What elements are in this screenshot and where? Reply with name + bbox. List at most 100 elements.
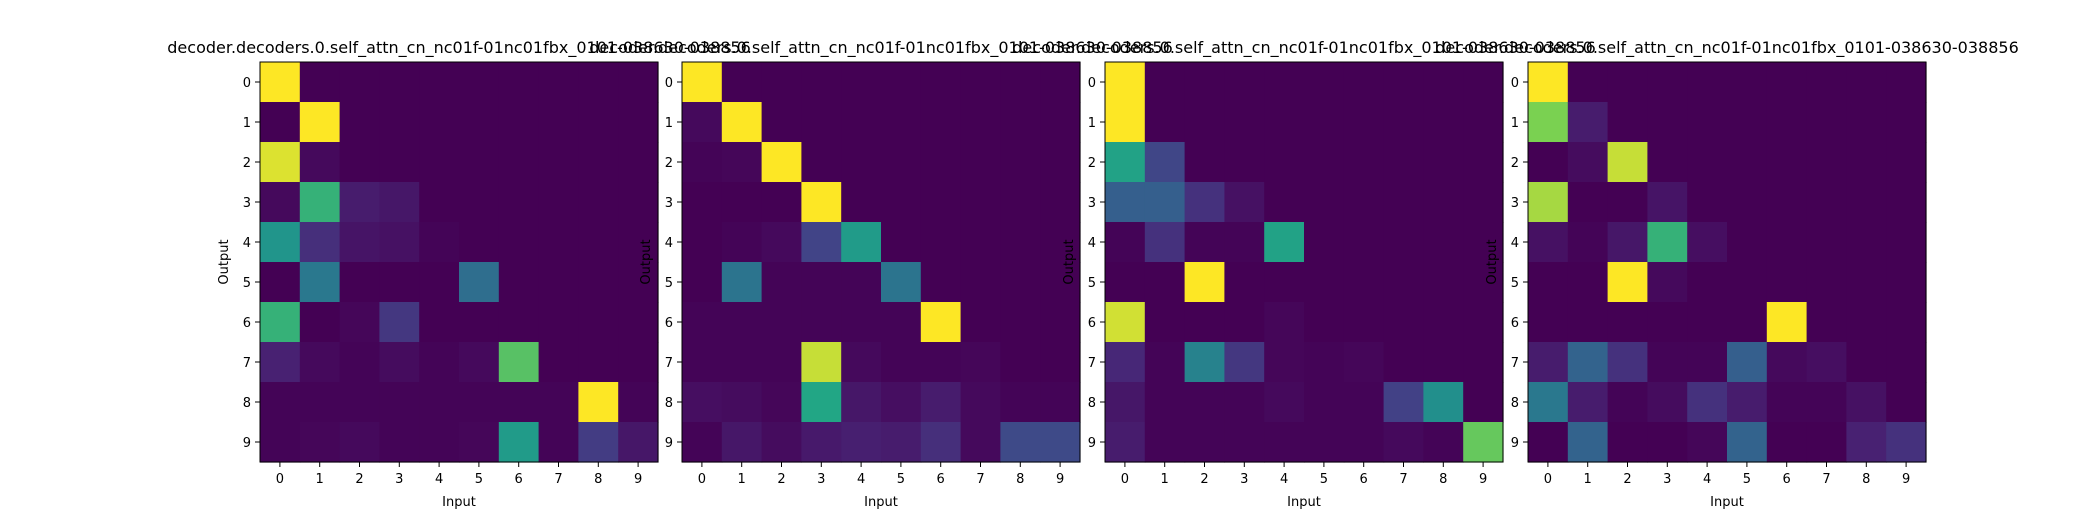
heatmap-cell <box>1806 302 1847 343</box>
heatmap-cell <box>1886 422 1927 463</box>
panel-3-frame <box>1104 61 1504 463</box>
heatmap-cell <box>1144 422 1186 463</box>
heatmap-cell <box>379 302 420 343</box>
heatmap-cell <box>1343 222 1385 263</box>
heatmap-cell <box>1687 102 1728 143</box>
heatmap-cell <box>1105 222 1146 263</box>
y-tick-label: 3 <box>1088 196 1096 211</box>
heatmap-cell <box>419 102 460 143</box>
heatmap-cell <box>1607 102 1648 143</box>
heatmap-cell <box>1727 422 1768 463</box>
heatmap-cell <box>1766 142 1808 183</box>
heatmap-cell <box>1343 382 1385 423</box>
heatmap-cell <box>299 302 341 343</box>
heatmap-cell <box>1383 422 1424 463</box>
heatmap-cell <box>1727 142 1768 183</box>
panel-2-y-axis-label: Output <box>639 239 654 284</box>
heatmap-cell <box>419 222 460 263</box>
heatmap-cell <box>1105 142 1146 183</box>
heatmap-cell <box>1264 342 1305 383</box>
heatmap-cell <box>1463 182 1504 223</box>
heatmap-cell <box>1846 142 1887 183</box>
heatmap-cell <box>578 102 619 143</box>
y-tick-label: 5 <box>1511 276 1519 291</box>
heatmap-cell <box>339 182 380 223</box>
heatmap-cell <box>1343 422 1385 463</box>
heatmap-cell <box>1567 222 1609 263</box>
panel-3-y-axis-label: Output <box>1062 239 1077 284</box>
heatmap-cell <box>1886 142 1927 183</box>
heatmap-cell <box>1886 222 1927 263</box>
heatmap-cell <box>1423 422 1464 463</box>
heatmap-cell <box>260 262 301 303</box>
heatmap-cell <box>1528 342 1569 383</box>
heatmap-cell <box>1383 102 1424 143</box>
y-tick-label: 1 <box>1088 116 1096 131</box>
heatmap-cell <box>801 222 842 263</box>
heatmap-cell <box>841 222 882 263</box>
heatmap-cell <box>1463 222 1504 263</box>
heatmap-cell <box>618 102 659 143</box>
x-tick-label: 6 <box>515 472 523 487</box>
heatmap-cell <box>682 422 723 463</box>
heatmap-cell <box>1144 142 1186 183</box>
x-tick-label: 6 <box>937 472 945 487</box>
heatmap-cell <box>419 262 460 303</box>
y-tick-label: 7 <box>243 356 251 371</box>
heatmap-cell <box>1105 262 1146 303</box>
heatmap-cell <box>260 142 301 183</box>
heatmap-cell <box>459 222 500 263</box>
heatmap-cell <box>1846 62 1887 103</box>
heatmap-cell <box>1727 302 1768 343</box>
heatmap-cell <box>1886 382 1927 423</box>
heatmap-cell <box>920 422 962 463</box>
panel-4-x-axis-label: Input <box>1710 495 1744 510</box>
x-tick-label: 7 <box>976 472 984 487</box>
heatmap-cell <box>960 302 1001 343</box>
heatmap-cell <box>299 382 341 423</box>
heatmap-cell <box>761 62 802 103</box>
heatmap-cell <box>1647 102 1688 143</box>
y-tick-label: 3 <box>243 196 251 211</box>
heatmap-cell <box>1567 422 1609 463</box>
x-tick-label: 6 <box>1360 472 1368 487</box>
heatmap-cell <box>1528 222 1569 263</box>
y-tick-label: 5 <box>243 276 251 291</box>
heatmap-cell <box>1846 422 1887 463</box>
heatmap-cell <box>1383 182 1424 223</box>
heatmap-cell <box>1647 222 1688 263</box>
heatmap-cell <box>498 62 540 103</box>
heatmap-cell <box>578 182 619 223</box>
heatmap-cell <box>1144 222 1186 263</box>
heatmap-cell <box>682 142 723 183</box>
heatmap-cell <box>881 182 922 223</box>
heatmap-cell <box>1647 382 1688 423</box>
heatmap-cell <box>881 422 922 463</box>
heatmap-cell <box>1000 142 1041 183</box>
heatmap-cell <box>1304 182 1345 223</box>
heatmap-cell <box>459 302 500 343</box>
x-tick-label: 6 <box>1783 472 1791 487</box>
x-tick-label: 2 <box>777 472 785 487</box>
heatmap-cell <box>761 102 802 143</box>
heatmap-cell <box>1607 62 1648 103</box>
heatmap-cell <box>1224 142 1265 183</box>
heatmap-cell <box>578 382 619 423</box>
heatmap-cell <box>1463 102 1504 143</box>
heatmap-cell <box>1886 102 1927 143</box>
heatmap-cell <box>1567 102 1609 143</box>
heatmap-cell <box>1423 142 1464 183</box>
heatmap-cell <box>1567 182 1609 223</box>
heatmap-cell <box>1886 182 1927 223</box>
heatmap-cell <box>1607 142 1648 183</box>
y-tick-label: 2 <box>1088 156 1096 171</box>
heatmap-cell <box>419 422 460 463</box>
heatmap-cell <box>1423 262 1464 303</box>
heatmap-cell <box>841 262 882 303</box>
heatmap-cell <box>920 262 962 303</box>
heatmap-cell <box>618 422 659 463</box>
heatmap-cell <box>498 422 540 463</box>
heatmap-cell <box>1647 182 1688 223</box>
heatmap-cell <box>1806 342 1847 383</box>
heatmap-cell <box>1806 422 1847 463</box>
